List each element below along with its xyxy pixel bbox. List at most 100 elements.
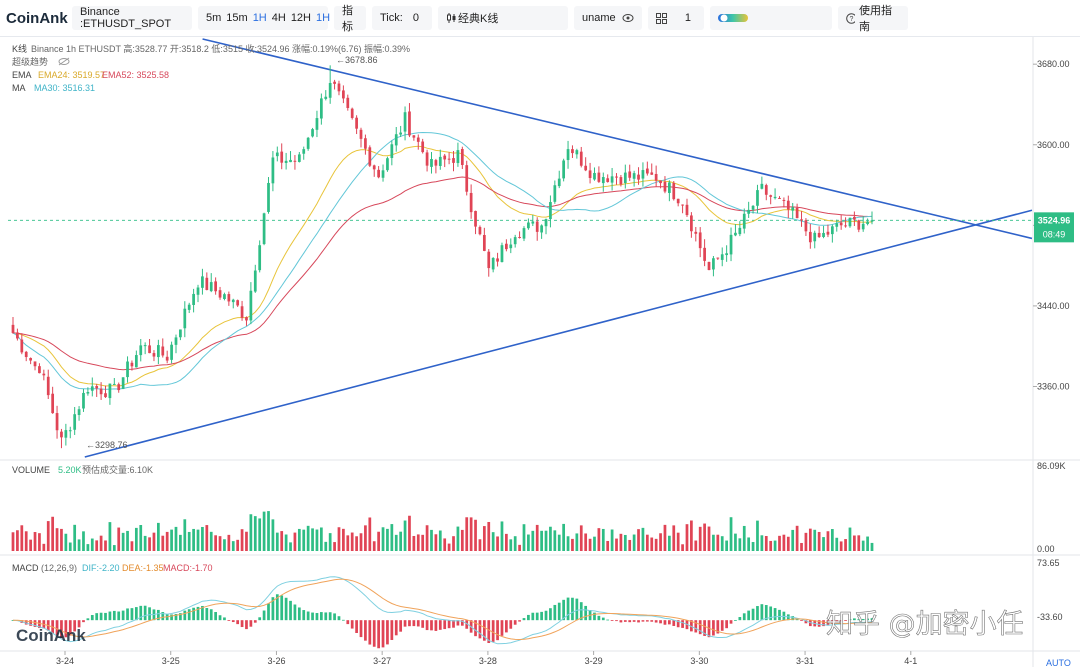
macd-bar	[148, 607, 151, 621]
volume-bar	[456, 526, 460, 551]
volume-bar	[460, 529, 464, 551]
candle-body	[544, 219, 548, 227]
timeframe-5m[interactable]: 5m	[206, 12, 222, 24]
volume-bar	[496, 536, 499, 551]
symbol-selector[interactable]: Binance :ETHUSDT_SPOT	[72, 6, 192, 30]
macd-bar	[386, 620, 389, 645]
color-slider-icon[interactable]	[718, 13, 748, 23]
timeframe-current[interactable]: 1H	[316, 12, 331, 24]
candle-body	[267, 182, 270, 212]
candle-body	[518, 236, 521, 238]
candle-body	[201, 276, 204, 288]
symbol-text: Binance :ETHUSDT_SPOT	[80, 6, 172, 30]
macd-bar	[214, 612, 218, 621]
chart-svg[interactable]: K线 Binance 1h ETHUSDT 高:3528.77 开:3518.2…	[0, 37, 1080, 668]
chart-area[interactable]: K线 Binance 1h ETHUSDT 高:3528.77 开:3518.2…	[0, 37, 1080, 668]
timeframe-15m[interactable]: 15m	[226, 12, 248, 24]
volume-bar	[808, 528, 812, 551]
macd-bar	[456, 620, 460, 626]
macd-bar	[139, 605, 143, 621]
volume-axis-max: 86.09K	[1037, 461, 1066, 471]
candle-body	[588, 170, 592, 178]
candle-body	[245, 317, 248, 321]
macd-bar	[350, 620, 354, 629]
macd-bar	[372, 620, 376, 647]
candle-body	[531, 221, 535, 224]
macd-bar	[491, 620, 495, 642]
macd-bar	[672, 620, 676, 626]
candle-body	[130, 362, 134, 367]
candle-body	[769, 195, 773, 197]
candle-body	[698, 232, 702, 249]
volume-bar	[738, 538, 742, 551]
candle-body	[747, 209, 751, 214]
macd-bar	[650, 620, 654, 622]
macd-bar	[346, 620, 350, 625]
macd-bar	[460, 620, 464, 626]
macd-axis-bottom: -33.60	[1037, 612, 1063, 622]
volume-bar	[38, 533, 41, 551]
volume-label: VOLUME	[12, 465, 50, 475]
price-tick-label: 3440.00	[1037, 301, 1070, 311]
auto-scale-button[interactable]: AUTO	[1046, 658, 1071, 668]
macd-bar	[447, 620, 451, 629]
macd-bar	[240, 620, 244, 628]
candle-body	[645, 168, 649, 174]
candle-body	[808, 231, 812, 243]
candle-body	[443, 155, 447, 160]
candle-body	[786, 200, 790, 210]
candle-body	[355, 117, 358, 129]
timeframe-4h[interactable]: 4H	[271, 12, 286, 24]
volume-bar	[870, 542, 874, 551]
candle-body	[271, 157, 275, 184]
candle-body	[16, 332, 19, 339]
eye-icon[interactable]	[622, 13, 634, 23]
candle-body	[381, 170, 385, 178]
volume-bar	[412, 535, 416, 551]
time-axis[interactable]: 3-24 3-25 3-26 3-27 3-28 3-29 3-30 3-31 4-1	[56, 651, 917, 666]
layout-selector[interactable]: 1	[648, 6, 704, 30]
macd-bar	[108, 611, 112, 621]
macd-bar	[839, 620, 843, 622]
ema24-line	[12, 145, 873, 387]
macd-bar	[531, 612, 535, 621]
volume-bar	[782, 534, 786, 551]
macd-bar	[566, 597, 570, 621]
candle-body	[77, 409, 81, 416]
volume-bar	[245, 531, 248, 551]
volume-bar	[355, 536, 358, 551]
candle-body	[756, 190, 759, 206]
macd-bar	[575, 598, 579, 621]
macd-bar	[694, 620, 698, 633]
macd-bar	[112, 610, 116, 621]
candle-body	[95, 386, 99, 389]
candle-body	[764, 185, 768, 195]
volume-bar	[742, 525, 746, 551]
macd-bar	[632, 620, 636, 622]
eye-off-icon[interactable]	[58, 57, 70, 66]
timeframe-1h[interactable]: 1H	[252, 12, 267, 24]
chart-type-selector[interactable]: 经典K线	[438, 6, 568, 30]
candle-body	[452, 158, 455, 163]
volume-bar	[386, 528, 389, 551]
macd-bar	[619, 620, 623, 623]
indicators-button[interactable]: 指标	[334, 5, 366, 33]
macd-bar	[403, 620, 407, 627]
help-button[interactable]: ? 使用指南	[838, 5, 908, 33]
macd-bar	[218, 615, 222, 621]
user-menu[interactable]: uname	[574, 6, 642, 30]
theme-toggle[interactable]	[710, 6, 832, 30]
ema-label: EMA	[12, 70, 32, 80]
tick-control[interactable]: Tick: 0	[372, 6, 432, 30]
candle-body	[478, 227, 482, 235]
timeframe-selector[interactable]: 5m 15m 1H 4H 12H 1H ▼	[198, 6, 345, 30]
volume-bar	[505, 533, 508, 551]
timeframe-12h[interactable]: 12H	[290, 12, 311, 24]
candle-body	[509, 244, 513, 249]
candle-body	[306, 137, 310, 149]
volume-bar	[337, 527, 341, 551]
ema52-value: EMA52: 3525.58	[102, 70, 169, 80]
macd-bar	[64, 620, 68, 638]
candle-body	[729, 234, 733, 255]
volume-bar	[729, 517, 733, 551]
